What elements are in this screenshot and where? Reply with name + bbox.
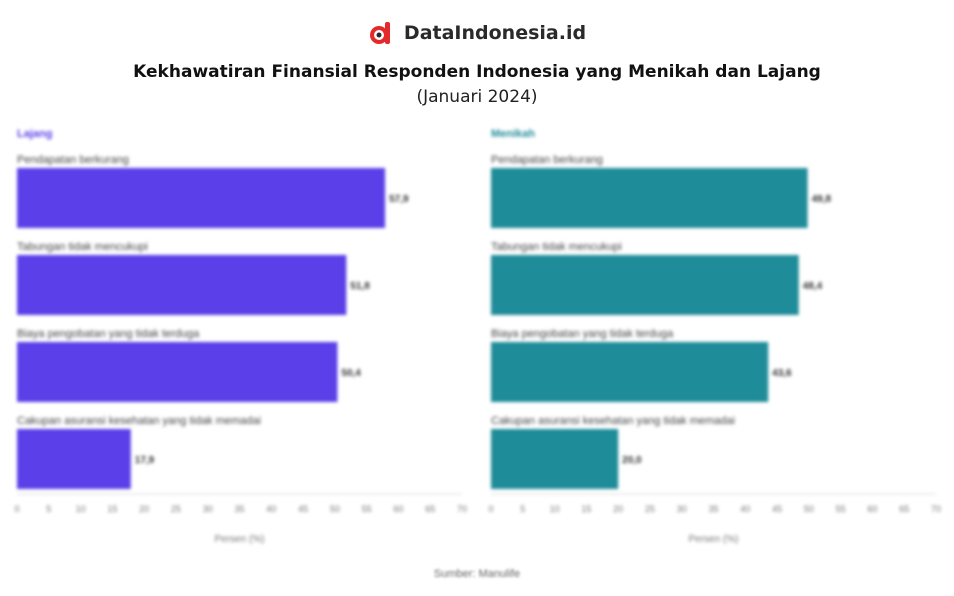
bar bbox=[17, 342, 338, 402]
chart-title: Kekhawatiran Finansial Responden Indones… bbox=[133, 62, 821, 82]
x-tick-label: 10 bbox=[76, 504, 86, 514]
bar-value-label: 51,8 bbox=[350, 281, 370, 292]
x-tick-label: 25 bbox=[171, 504, 181, 514]
panel-title: Lajang bbox=[17, 128, 52, 140]
chart-source: Sumber: Manulife bbox=[433, 568, 521, 580]
panel-title: Menikah bbox=[491, 128, 535, 140]
bar bbox=[491, 429, 619, 489]
x-axis-label: Persen (%) bbox=[688, 534, 738, 545]
x-tick-label: 40 bbox=[266, 504, 276, 514]
x-tick-label: 55 bbox=[362, 504, 372, 514]
x-tick-label: 55 bbox=[836, 504, 846, 514]
bar bbox=[491, 255, 799, 315]
x-tick-label: 0 bbox=[14, 504, 19, 514]
bar-value-label: 50,4 bbox=[341, 368, 361, 379]
bar bbox=[17, 168, 386, 228]
brand-header: DataIndonesia.id bbox=[0, 20, 954, 46]
bar bbox=[491, 168, 808, 228]
category-label: Biaya pengobatan yang tidak terduga bbox=[17, 328, 200, 340]
bar-value-label: 20,0 bbox=[622, 455, 642, 466]
x-tick-label: 45 bbox=[298, 504, 308, 514]
x-tick-label: 5 bbox=[46, 504, 51, 514]
category-label: Pendapatan berkurang bbox=[17, 154, 129, 166]
bar bbox=[17, 429, 131, 489]
x-tick-label: 35 bbox=[234, 504, 244, 514]
category-label: Biaya pengobatan yang tidak terduga bbox=[491, 328, 674, 340]
x-tick-label: 30 bbox=[677, 504, 687, 514]
x-tick-label: 65 bbox=[899, 504, 909, 514]
category-label: Cakupan asuransi kesehatan yang tidak me… bbox=[17, 415, 261, 427]
bar-value-label: 49,8 bbox=[812, 194, 832, 205]
bar-value-label: 57,9 bbox=[389, 194, 409, 205]
x-tick-label: 60 bbox=[393, 504, 403, 514]
x-tick-label: 35 bbox=[708, 504, 718, 514]
x-tick-label: 65 bbox=[425, 504, 435, 514]
x-tick-label: 15 bbox=[581, 504, 591, 514]
x-axis-label: Persen (%) bbox=[214, 534, 264, 545]
x-tick-label: 5 bbox=[520, 504, 525, 514]
x-tick-label: 15 bbox=[107, 504, 117, 514]
bar-value-label: 48,4 bbox=[803, 281, 823, 292]
x-tick-label: 50 bbox=[804, 504, 814, 514]
chart-subtitle: (Januari 2024) bbox=[416, 87, 538, 107]
x-tick-label: 70 bbox=[457, 504, 467, 514]
x-tick-label: 60 bbox=[867, 504, 877, 514]
category-label: Tabungan tidak mencukupi bbox=[17, 241, 148, 253]
category-label: Tabungan tidak mencukupi bbox=[491, 241, 622, 253]
x-tick-label: 10 bbox=[550, 504, 560, 514]
x-tick-label: 45 bbox=[772, 504, 782, 514]
x-tick-label: 25 bbox=[645, 504, 655, 514]
x-tick-label: 20 bbox=[139, 504, 149, 514]
category-label: Cakupan asuransi kesehatan yang tidak me… bbox=[491, 415, 735, 427]
category-label: Pendapatan berkurang bbox=[491, 154, 603, 166]
x-tick-label: 50 bbox=[330, 504, 340, 514]
brand-name: DataIndonesia.id bbox=[403, 22, 587, 44]
bar-value-label: 17,9 bbox=[135, 455, 155, 466]
x-tick-label: 0 bbox=[488, 504, 493, 514]
bar-value-label: 43,6 bbox=[772, 368, 792, 379]
x-tick-label: 20 bbox=[613, 504, 623, 514]
dataindonesia-logo-icon bbox=[369, 22, 390, 44]
x-tick-label: 40 bbox=[740, 504, 750, 514]
x-tick-label: 70 bbox=[931, 504, 941, 514]
bar bbox=[491, 342, 769, 402]
bar bbox=[17, 255, 347, 315]
x-tick-label: 30 bbox=[203, 504, 213, 514]
